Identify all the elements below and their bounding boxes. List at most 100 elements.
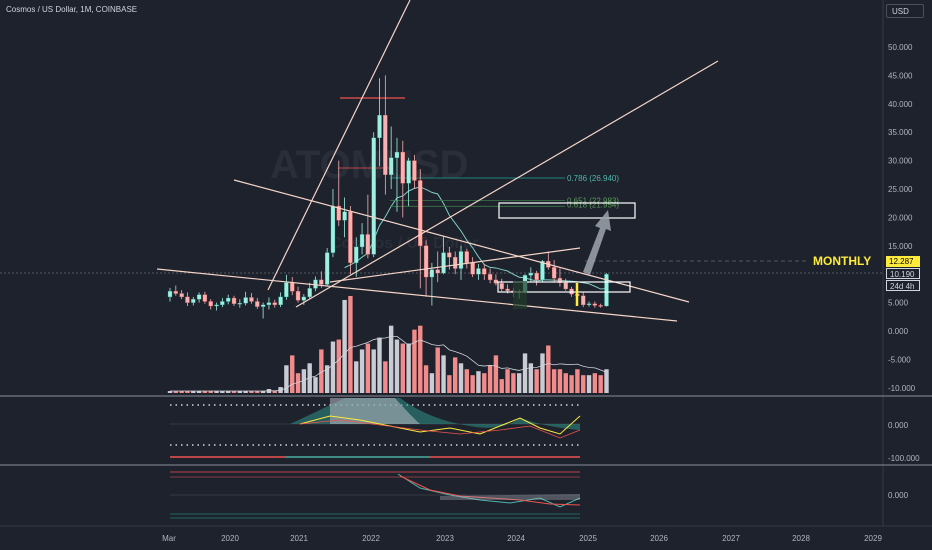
candle-body [389,157,394,175]
candle-body [301,296,307,301]
volume-bar [196,391,202,393]
volume-bar [249,391,254,393]
trend-line [329,247,581,283]
candle-body [534,272,539,281]
volume-bar [441,355,446,393]
volume-bar [464,369,470,393]
volume-bar [522,353,528,393]
osc-fill-2 [330,398,420,424]
candle-body [324,252,330,285]
candle-body [394,151,400,158]
candle-body [435,269,440,274]
x-tick-label: 2023 [436,534,454,543]
x-tick-label: 2029 [864,534,882,543]
osc2-tick: 0.000 [888,491,909,500]
candle-body [540,260,545,281]
candle-body [604,274,609,307]
volume-bar [493,355,499,393]
candle-body [278,296,283,306]
osc-line [299,415,581,435]
x-tick-label: 2020 [221,534,239,543]
volume-bar [528,363,534,393]
candle-body [598,305,603,307]
candle-body [307,288,312,298]
candle-body [482,268,487,275]
candle-body [330,205,336,253]
volume-bar [173,391,179,393]
volume-bar [551,369,557,393]
candle-body [196,294,202,300]
y-tick-label: 35.000 [888,128,913,137]
candle-body [557,278,563,283]
volume-bar [359,349,365,393]
candle-body [418,180,423,246]
volume-bar [435,347,440,393]
volume-bar [191,391,196,393]
volume-bar [429,373,435,393]
volume-bar [202,391,208,393]
candle-body [260,304,266,307]
candle-body [319,279,324,285]
target-boxes[interactable] [497,202,636,309]
volume-bar [482,373,487,393]
candle-body [365,234,371,255]
volume-bar [371,349,376,393]
candle-body [202,294,208,302]
candle-body [441,252,446,274]
candle-body [377,115,382,139]
volume-bar [447,375,452,393]
volume-bar [365,343,371,393]
candle-body [499,283,504,290]
volume-bar [569,375,574,393]
target-box [498,202,636,219]
fib-label: 0.618 (21.954) [567,200,619,209]
y-tick-label: 40.000 [888,100,913,109]
candle-body [447,252,452,258]
candle-body [295,291,301,301]
y-tick-label: -5.000 [888,355,911,364]
candle-body [586,303,592,306]
x-tick-label: Mar [162,534,176,543]
volume-bar [307,363,312,393]
moving-average [344,186,607,290]
x-tick-label: 2025 [579,534,597,543]
candle-body [429,269,435,278]
volume-bar [499,379,504,393]
candle-body [266,302,272,306]
volume-bar [476,371,481,393]
y-tick-label: 5.000 [888,299,909,308]
candle-body [173,291,178,294]
candle-body [487,274,493,281]
zone-highlight [513,281,527,309]
volume-bar [185,391,190,393]
volume-bar [470,375,475,393]
volume-bar [214,391,219,393]
volume-ma [170,335,607,392]
volume-bar [330,341,336,393]
currency-selector[interactable]: USD [886,4,924,18]
candle-body [249,297,254,302]
candle-body [505,288,510,291]
candle-body [167,291,173,298]
candle-body [592,303,598,306]
volume-bar [487,365,493,393]
volume-bar [517,373,522,393]
volume-bar [179,391,184,393]
volume-bar [458,363,464,393]
volume-bar [220,391,225,393]
candle-body [581,295,586,306]
osc1-tick: 0.000 [888,421,909,430]
candle-body [563,282,568,290]
volume-bar [592,373,598,393]
chart-title: Cosmos / US Dollar, 1M, COINBASE [6,5,138,14]
candle-body [470,262,475,275]
osc-signal [299,419,581,439]
osc2-fill [440,494,580,500]
volume-bar [400,343,405,393]
trend-lines[interactable] [156,0,719,322]
osc2-signal [399,475,581,506]
x-tick-label: 2026 [650,534,668,543]
candle-body [208,301,213,307]
volume-bar [377,337,382,393]
